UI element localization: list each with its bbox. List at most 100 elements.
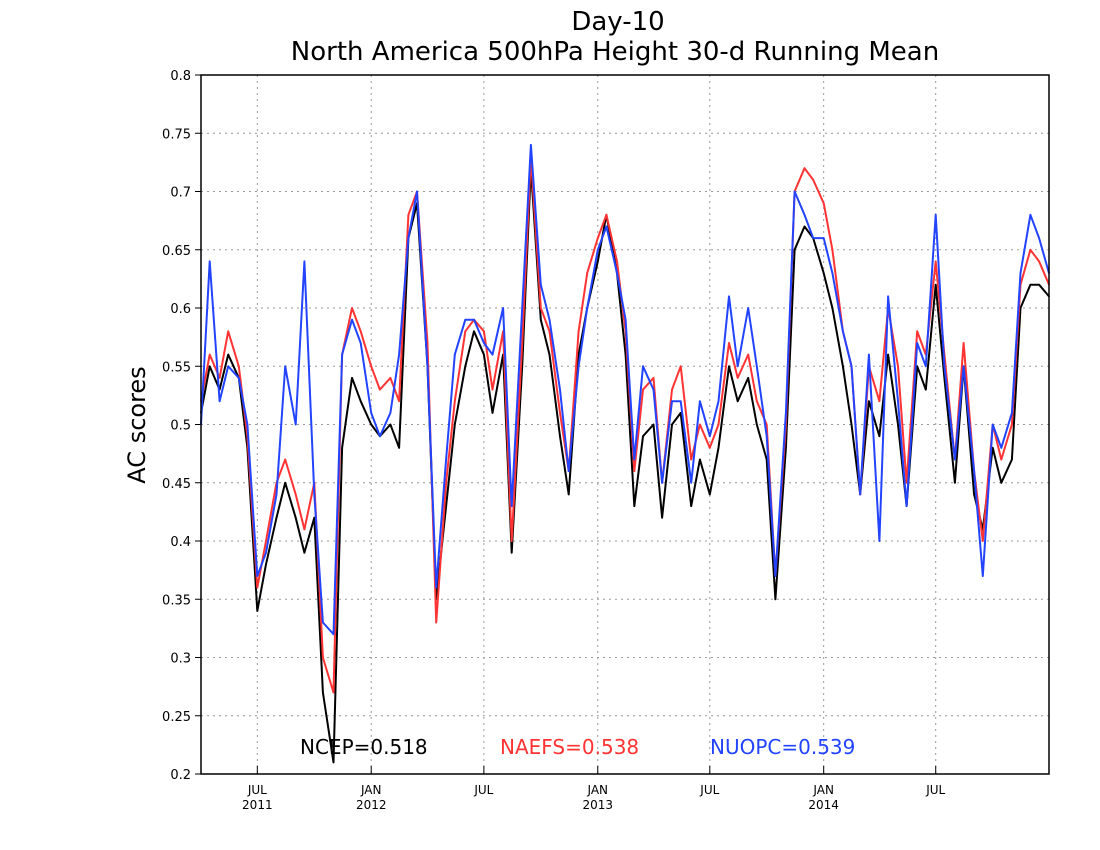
data-point-nuopc [426,365,429,368]
data-point-naefs [642,388,644,391]
data-point-naefs [370,365,373,368]
chart-title: Day-10 [571,7,664,37]
data-point-nuopc [897,400,899,403]
data-point-nuopc [803,214,806,216]
data-point-naefs [679,365,682,368]
data-point-nuopc [642,365,644,368]
data-point-naefs [756,400,758,403]
data-point-ncep [756,423,758,426]
data-point-ncep [850,423,853,426]
data-point-nuopc [793,190,796,193]
data-point-ncep [370,423,373,426]
data-point-naefs [208,353,211,356]
data-point-naefs [548,330,551,333]
data-point-ncep [559,435,561,438]
data-point-nuopc [416,190,418,193]
data-point-naefs [445,482,447,484]
data-point-ncep [464,365,467,368]
data-point-naefs [897,365,899,368]
data-point-nuopc [275,493,278,496]
data-point-ncep [540,318,542,321]
data-point-nuopc [341,353,343,356]
data-point-naefs [540,307,542,309]
data-point-ncep [351,377,353,379]
y-axis-ticks: 0.2 0.25 0.3 0.35 0.4 0.45 0.5 0.55 0.6 0.65 0.7 0.… [162,69,201,783]
data-point-nuopc [435,586,438,589]
data-point-ncep [954,482,956,484]
data-point-naefs [284,458,287,461]
data-point-naefs [709,447,711,449]
data-point-nuopc [227,365,229,368]
data-point-naefs [616,260,618,263]
data-point-ncep [359,400,362,403]
data-point-nuopc [322,621,324,624]
data-point-nuopc [332,633,335,635]
data-point-naefs [690,458,692,461]
data-point-ncep [868,400,870,403]
y-tick-label: 0.6 [170,302,191,317]
data-point-ncep [774,598,777,601]
data-point-nuopc [218,400,221,403]
x-tick-label: JAN [812,783,834,797]
data-point-ncep [765,458,768,461]
data-point-nuopc [605,225,608,228]
data-point-nuopc [502,307,504,309]
data-point-naefs [1000,458,1003,461]
x-tick-year-label: 2014 [808,798,839,812]
data-point-naefs [1038,260,1040,263]
data-point-nuopc [389,412,392,414]
data-point-ncep [284,482,287,484]
data-point-naefs [332,691,335,694]
legend-naefs: NAEFS=0.538 [500,735,639,759]
data-point-ncep [1038,283,1040,286]
y-tick-label: 0.75 [162,127,191,142]
data-point-ncep [1019,307,1022,309]
data-point-nuopc [407,237,410,239]
data-point-nuopc [548,318,551,321]
data-point-ncep [793,249,796,251]
data-point-nuopc [943,365,946,368]
data-point-nuopc [633,458,636,461]
y-tick-label: 0.35 [162,593,191,608]
data-point-naefs [1029,249,1032,251]
x-tick-year-label: 2011 [242,798,273,812]
data-point-naefs [510,540,513,542]
data-point-nuopc [208,260,211,263]
data-point-ncep [642,435,644,438]
data-point-nuopc [577,365,580,368]
data-point-ncep [303,551,306,554]
data-point-ncep [897,423,899,426]
data-point-ncep [728,365,730,368]
data-point-nuopc [398,353,400,356]
data-point-naefs [652,377,655,379]
data-point-naefs [379,388,381,391]
data-point-ncep [747,377,749,379]
data-point-nuopc [256,575,259,577]
grid-lines [201,74,1049,775]
data-point-nuopc [359,342,362,344]
data-point-nuopc [973,470,975,472]
data-point-nuopc [717,400,720,403]
data-point-nuopc [991,423,994,426]
series-lines [200,143,1050,764]
data-point-nuopc [765,435,768,438]
data-point-nuopc [1011,412,1013,414]
legend-nuopc: NUOPC=0.539 [710,735,855,759]
data-point-naefs [803,167,806,169]
data-point-naefs [934,260,937,263]
y-tick-label: 0.65 [162,244,191,259]
data-point-naefs [464,330,467,333]
x-tick-year-label: 2012 [356,798,387,812]
data-point-nuopc [351,318,353,321]
data-point-nuopc [1029,214,1032,216]
data-point-ncep [633,505,636,507]
x-tick-label: JUL [925,783,945,797]
data-point-ncep [887,353,889,356]
x-tick-label: JAN [360,783,382,797]
data-point-nuopc [464,318,467,321]
data-point-nuopc [842,330,844,333]
data-point-nuopc [850,365,853,368]
data-point-nuopc [586,307,588,309]
